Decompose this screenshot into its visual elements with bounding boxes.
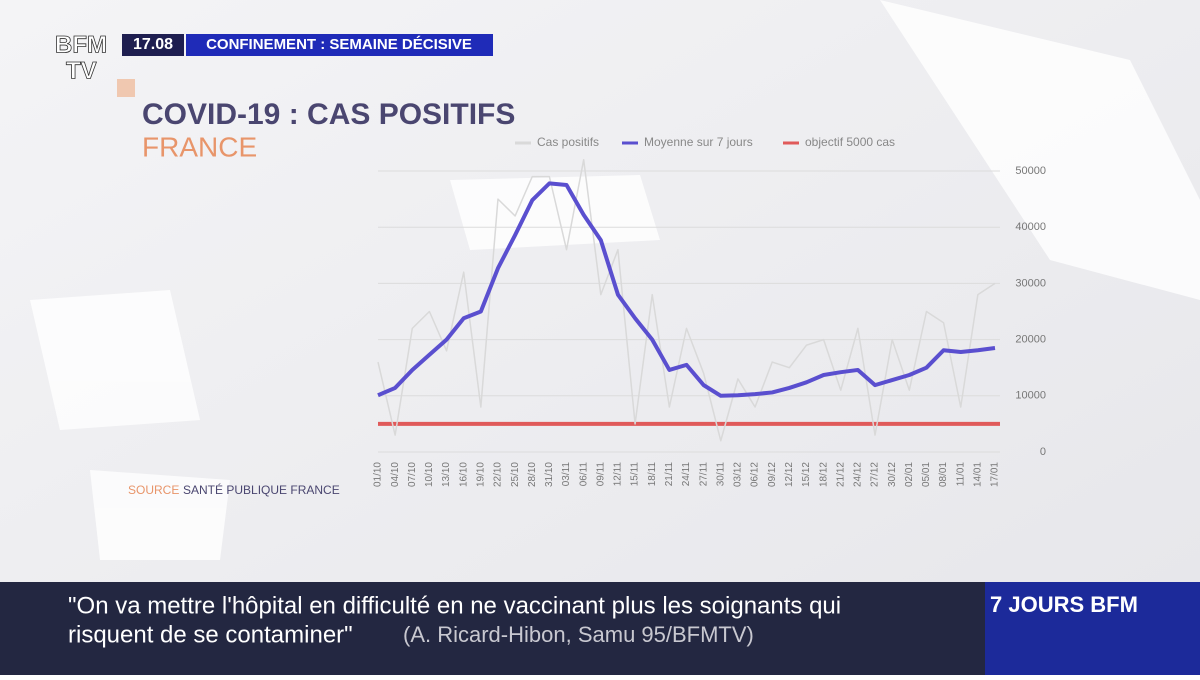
x-tick-label: 06/12	[750, 462, 761, 487]
x-tick-label: 14/01	[973, 462, 984, 487]
x-tick-label: 08/01	[938, 462, 949, 487]
headline-box	[186, 34, 493, 56]
x-tick-label: 18/12	[818, 462, 829, 487]
x-tick-label: 03/12	[733, 462, 744, 487]
x-tick-label: 30/12	[887, 462, 898, 487]
logo-bottom: TV	[66, 57, 97, 84]
x-tick-label: 25/10	[510, 462, 521, 487]
series-line	[377, 159, 996, 442]
x-tick-label: 16/10	[458, 462, 469, 487]
x-tick-label: 01/10	[373, 462, 384, 487]
x-tick-label: 05/01	[921, 462, 932, 487]
logo-square	[117, 79, 135, 97]
source: SANTÉ PUBLIQUE FRANCE	[183, 482, 340, 497]
background-letters	[30, 0, 1200, 560]
x-tick-label: 19/10	[475, 462, 486, 487]
x-tick-label: 07/10	[407, 462, 418, 487]
quote-line-2: risquent de se contaminer"	[68, 621, 353, 648]
x-tick-label: 02/01	[904, 462, 915, 487]
x-tick-label: 03/11	[561, 462, 572, 487]
logo-top: BFM	[55, 31, 107, 58]
x-tick-label: 27/11	[698, 462, 709, 487]
y-tick-label: 40000	[1015, 221, 1046, 233]
headline: CONFINEMENT : SEMAINE DÉCISIVE	[206, 36, 472, 53]
x-tick-label: 24/11	[681, 462, 692, 487]
legend-label: objectif 5000 cas	[805, 135, 895, 149]
y-tick-label: 0	[1040, 446, 1046, 458]
x-tick-label: 11/01	[955, 462, 966, 487]
x-tick-label: 06/11	[578, 462, 589, 487]
x-tick-label: 09/12	[767, 462, 778, 487]
x-tick-label: 31/10	[544, 462, 555, 487]
y-tick-label: 50000	[1015, 165, 1046, 177]
x-tick-label: 09/11	[595, 462, 606, 487]
x-tick-label: 28/10	[527, 462, 538, 487]
x-tick-label: 21/12	[835, 462, 846, 487]
program-box	[985, 582, 1200, 675]
x-tick-label: 15/12	[801, 462, 812, 487]
x-tick-label: 04/10	[390, 462, 401, 487]
legend-label: Moyenne sur 7 jours	[644, 135, 753, 149]
x-tick-label: 13/10	[441, 462, 452, 487]
x-tick-label: 21/11	[664, 462, 675, 487]
chart-title: COVID-19 : CAS POSITIFS	[142, 98, 515, 131]
chart-subtitle: FRANCE	[142, 131, 257, 162]
source-label: SOURCE	[128, 483, 179, 497]
x-tick-label: 10/10	[424, 462, 435, 487]
y-tick-label: 30000	[1015, 277, 1046, 289]
legend-label: Cas positifs	[537, 135, 599, 149]
x-tick-label: 17/01	[990, 462, 1001, 487]
y-tick-label: 10000	[1015, 390, 1046, 402]
x-tick-label: 22/10	[493, 462, 504, 487]
series-line	[377, 181, 996, 398]
chart: 0 10000 20000 30000 40000 50000 01/10 04/10 07/1…	[373, 135, 1046, 487]
banner	[0, 582, 985, 675]
attribution: (A. Ricard-Hibon, Samu 95/BFMTV)	[403, 622, 754, 647]
x-tick-label: 12/11	[613, 462, 624, 487]
x-tick-label: 27/12	[870, 462, 881, 487]
quote-line-1: "On va mettre l'hôpital en difficulté en…	[68, 592, 841, 619]
y-tick-label: 20000	[1015, 334, 1046, 346]
x-tick-label: 15/11	[630, 462, 641, 487]
x-tick-label: 30/11	[715, 462, 726, 487]
x-tick-label: 24/12	[853, 462, 864, 487]
x-tick-label: 12/12	[784, 462, 795, 487]
time-box	[122, 34, 184, 56]
time: 17.08	[133, 36, 173, 53]
x-tick-label: 18/11	[647, 462, 658, 487]
program: 7 JOURS BFM	[990, 592, 1138, 617]
